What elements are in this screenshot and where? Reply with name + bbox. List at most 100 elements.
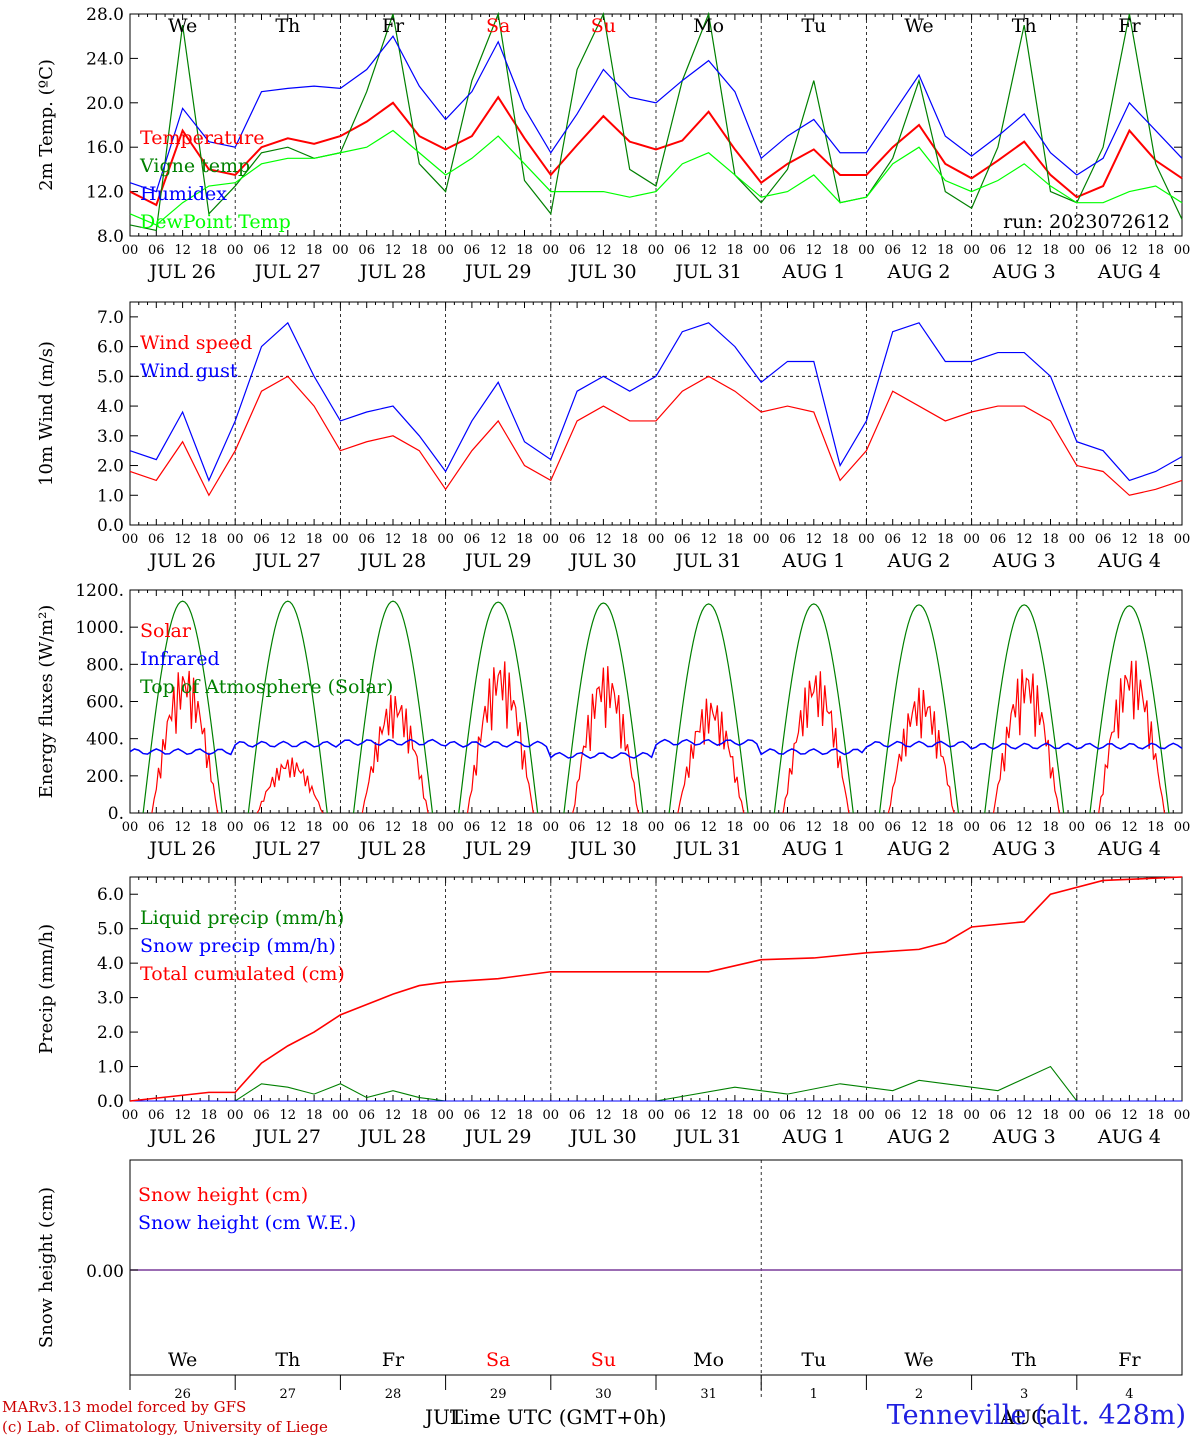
hour-tick-label: 00 (1174, 820, 1191, 835)
date-label: AUG 3 (992, 261, 1056, 283)
y-tick-label: 0.0 (97, 1092, 124, 1112)
hour-tick-label: 12 (280, 532, 297, 547)
hour-tick-label: 06 (779, 243, 796, 258)
y-tick-label: 20.0 (86, 94, 124, 114)
hour-tick-label: 00 (963, 1108, 980, 1123)
date-label: AUG 1 (781, 550, 845, 572)
y-tick-label: 6.0 (97, 885, 124, 905)
hour-tick-label: 12 (806, 243, 823, 258)
hour-tick-label: 00 (543, 532, 560, 547)
date-label: AUG 2 (886, 261, 950, 283)
hour-tick-label: 12 (700, 1108, 717, 1123)
series-line-0 (129, 95, 1183, 207)
weekday-label: We (168, 15, 197, 37)
hour-tick-label: 06 (990, 1108, 1007, 1123)
station-name: Tenneville (alt. 428m) (886, 1400, 1186, 1431)
hour-tick-label: 00 (963, 820, 980, 835)
hour-tick-label: 00 (1069, 243, 1086, 258)
hour-tick-label: 00 (1174, 532, 1191, 547)
legend-entry: Liquid precip (mm/h) (140, 907, 344, 929)
hour-tick-label: 18 (516, 243, 533, 258)
hour-tick-label: 00 (1069, 532, 1086, 547)
y-tick-label: 28.0 (86, 5, 124, 25)
hour-tick-label: 00 (753, 532, 770, 547)
date-label: JUL 31 (673, 838, 741, 860)
hour-tick-label: 00 (437, 243, 454, 258)
run-label: run: 2023072612 (1003, 211, 1170, 233)
weekday-label: Fr (1118, 1349, 1141, 1371)
panel-frame (129, 301, 1183, 526)
hour-tick-label: 00 (332, 1108, 349, 1123)
date-label: JUL 26 (147, 261, 215, 283)
solar-curve (572, 666, 640, 814)
hour-tick-label: 12 (1121, 1108, 1138, 1123)
series-line-2 (129, 876, 1183, 1102)
solar-curve (887, 687, 955, 814)
hour-tick-label: 06 (358, 820, 375, 835)
y-tick-label: 2.0 (97, 1023, 124, 1043)
hour-tick-label: 12 (385, 532, 402, 547)
date-label: JUL 29 (463, 1126, 531, 1148)
series-line-1 (129, 321, 1183, 482)
weekday-label: Fr (382, 1349, 405, 1371)
toa-curve (352, 600, 434, 814)
hour-tick-label: 00 (227, 1108, 244, 1123)
month-label-aug: AUG (1000, 1405, 1048, 1429)
hour-tick-label: 06 (779, 532, 796, 547)
y-tick-label: 1.0 (97, 1058, 124, 1078)
y-tick-label: 200. (86, 767, 124, 787)
date-label: JUL 28 (358, 550, 426, 572)
hour-tick-label: 00 (648, 820, 665, 835)
solar-curve (151, 670, 219, 814)
hour-tick-label: 12 (490, 532, 507, 547)
hour-tick-label: 12 (1121, 820, 1138, 835)
day-number-label: 1 (810, 1387, 818, 1402)
hour-tick-label: 18 (832, 820, 849, 835)
hour-tick-label: 12 (280, 1108, 297, 1123)
hour-tick-label: 12 (174, 820, 191, 835)
hour-tick-label: 06 (464, 820, 481, 835)
hour-tick-label: 18 (621, 1108, 638, 1123)
weekday-label: Tu (801, 15, 826, 37)
legend-entry: Snow height (cm W.E.) (138, 1212, 356, 1234)
hour-tick-label: 00 (1174, 243, 1191, 258)
solar-curve (782, 671, 850, 814)
date-label: AUG 3 (992, 838, 1056, 860)
hour-tick-label: 18 (411, 820, 428, 835)
hour-tick-label: 18 (1042, 243, 1059, 258)
day-number-label: 4 (1125, 1387, 1133, 1402)
hour-tick-label: 06 (148, 1108, 165, 1123)
hour-tick-label: 06 (884, 243, 901, 258)
legend-entry: Snow height (cm) (138, 1184, 308, 1206)
hour-tick-label: 06 (464, 1108, 481, 1123)
legend-entry: Snow precip (mm/h) (140, 935, 336, 957)
hour-tick-label: 06 (674, 1108, 691, 1123)
series-line-2 (129, 35, 1183, 193)
hour-tick-label: 00 (332, 243, 349, 258)
hour-tick-label: 18 (1147, 820, 1164, 835)
toa-curve (878, 604, 960, 814)
hour-tick-label: 00 (227, 532, 244, 547)
toa-curve (668, 603, 749, 814)
hour-tick-label: 06 (1095, 532, 1112, 547)
day-number-label: 3 (1020, 1387, 1028, 1402)
weekday-label: Mo (693, 15, 724, 37)
date-label: AUG 1 (781, 261, 845, 283)
toa-curve (458, 601, 539, 814)
hour-tick-label: 18 (516, 532, 533, 547)
hour-tick-label: 18 (411, 1108, 428, 1123)
hour-tick-label: 06 (990, 532, 1007, 547)
weekday-label: Mo (693, 1349, 724, 1371)
day-number-label: 28 (385, 1387, 402, 1402)
series-line-1 (129, 11, 1183, 232)
solar-curve (361, 694, 429, 814)
hour-tick-label: 06 (253, 1108, 270, 1123)
hour-tick-label: 00 (437, 1108, 454, 1123)
hour-tick-label: 06 (674, 532, 691, 547)
legend-entry: Vigne temp (139, 155, 250, 177)
hour-tick-label: 00 (858, 820, 875, 835)
hour-tick-label: 12 (911, 1108, 928, 1123)
hour-tick-label: 12 (595, 243, 612, 258)
solar-curve (256, 757, 324, 814)
hour-tick-label: 18 (832, 532, 849, 547)
